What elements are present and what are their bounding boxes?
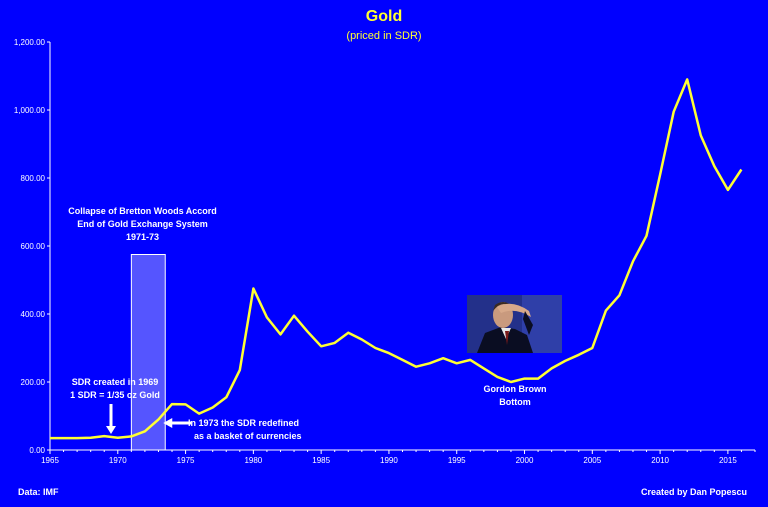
x-tick-label: 2015 (719, 456, 737, 465)
annotation-sdr-created: SDR created in 1969 1 SDR = 1/35 oz Gold (55, 376, 175, 402)
x-tick-label: 1965 (41, 456, 59, 465)
annotation-bottom-line: Gordon Brown (483, 384, 547, 394)
x-tick-label: 1990 (380, 456, 398, 465)
data-source: Data: IMF (18, 487, 59, 497)
y-tick-label: 200.00 (21, 378, 46, 387)
annotation-collapse-line: 1971-73 (125, 232, 160, 242)
x-tick-label: 1970 (109, 456, 127, 465)
x-tick-label: 1975 (177, 456, 195, 465)
annotation-bottom-line: Bottom (499, 397, 531, 407)
annotation-sdr-redefined-line: as a basket of currencies (194, 431, 302, 441)
portrait-image (467, 295, 562, 353)
x-tick-label: 1980 (244, 456, 262, 465)
gordon-brown-photo (467, 295, 562, 353)
annotation-bottom: Gordon Brown Bottom (460, 383, 570, 409)
x-tick-label: 2005 (583, 456, 601, 465)
y-tick-label: 600.00 (21, 242, 46, 251)
annotation-sdr-created-line: SDR created in 1969 (71, 377, 159, 387)
x-tick-label: 2010 (651, 456, 669, 465)
annotation-collapse: Collapse of Bretton Woods Accord End of … (50, 205, 235, 244)
annotation-sdr-redefined: In 1973 the SDR redefined as a basket of… (188, 417, 302, 443)
x-tick-label: 2000 (516, 456, 534, 465)
annotation-sdr-created-line: 1 SDR = 1/35 oz Gold (70, 390, 160, 400)
gold-price-line (50, 78, 743, 440)
y-tick-label: 400.00 (21, 310, 46, 319)
x-tick-label: 1995 (448, 456, 466, 465)
sdr-created-arrow-head (106, 426, 117, 434)
x-tick-label: 1985 (312, 456, 330, 465)
y-tick-label: 800.00 (21, 174, 46, 183)
sdr-redefined-arrow-head (163, 418, 173, 428)
chart-subtitle: (priced in SDR) (346, 30, 422, 42)
highlight-band (130, 254, 166, 451)
annotation-collapse-line: Collapse of Bretton Woods Accord (68, 206, 217, 216)
annotation-collapse-line: End of Gold Exchange System (77, 219, 208, 229)
y-tick-label: 1,200.00 (14, 38, 46, 47)
chart-title: Gold (365, 8, 403, 25)
y-tick-label: 1,000.00 (14, 106, 46, 115)
annotation-sdr-redefined-line: In 1973 the SDR redefined (188, 418, 300, 428)
y-tick-label: 0.00 (29, 446, 45, 455)
credit: Created by Dan Popescu (641, 487, 748, 497)
